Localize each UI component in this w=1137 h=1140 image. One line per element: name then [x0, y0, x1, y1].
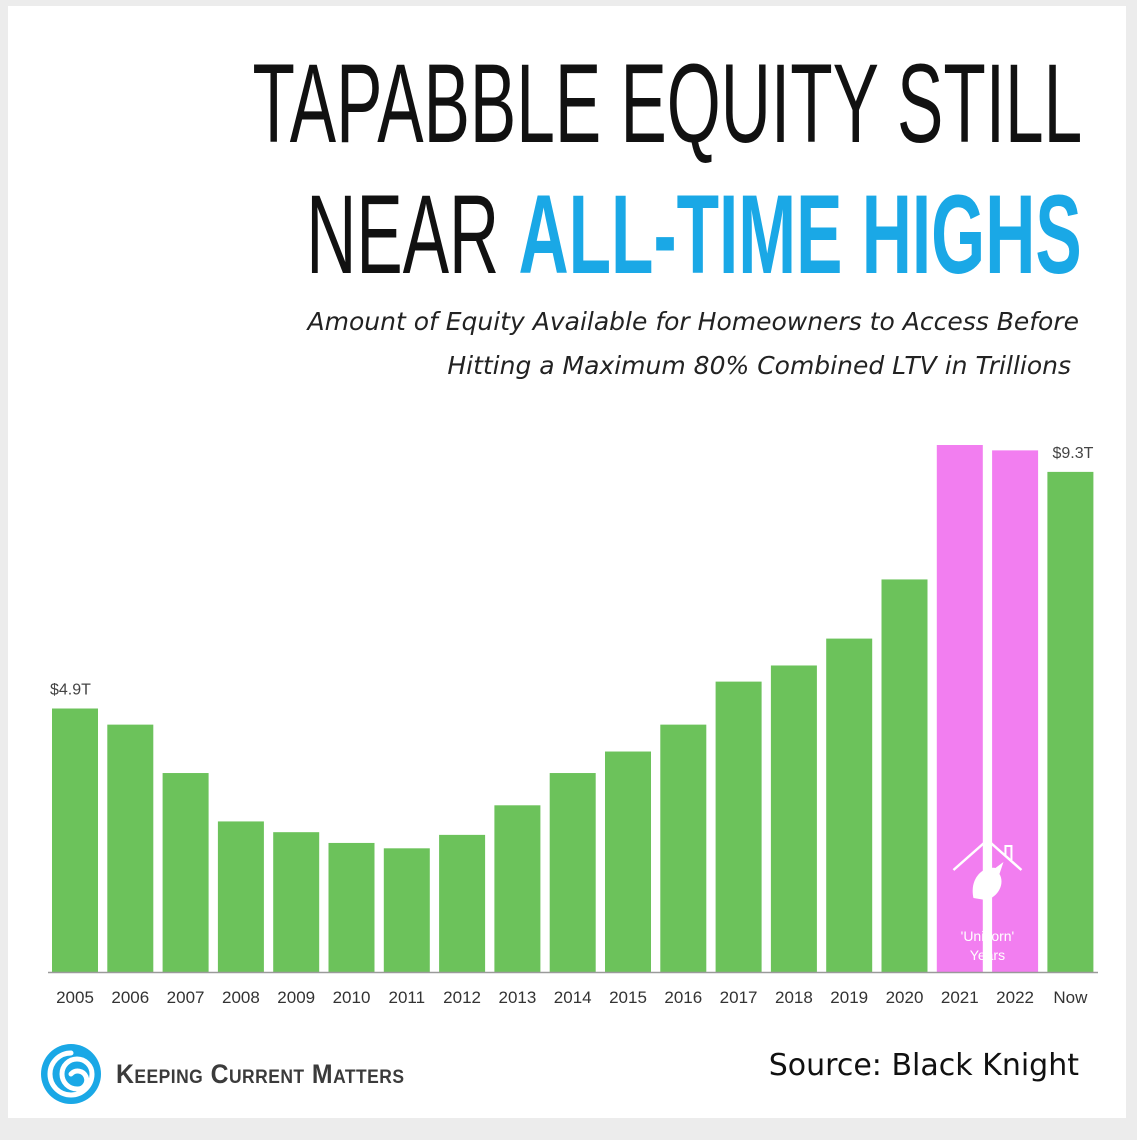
subtitle-line1: Amount of Equity Available for Homeowner… [307, 307, 1079, 336]
data-label: $9.3T [1052, 445, 1093, 462]
x-tick-label: 2012 [443, 988, 481, 1007]
x-tick-label: Now [1053, 988, 1088, 1007]
x-tick-label: 2018 [775, 988, 813, 1007]
title-prefix: NEAR [306, 172, 519, 297]
bar-2014 [549, 773, 596, 972]
bar-2010 [328, 842, 375, 972]
subtitle-line2: Hitting a Maximum 80% Combined LTV in Tr… [447, 351, 1071, 380]
bar-2017 [715, 681, 762, 972]
bar-2009 [273, 832, 320, 972]
bar-2007 [162, 773, 209, 972]
bar-2011 [383, 848, 430, 972]
bar-2022 [992, 450, 1039, 972]
source-credit: Source: Black Knight [768, 1048, 1079, 1083]
unicorn-house-icon [952, 838, 1023, 900]
x-tick-label: 2006 [111, 988, 149, 1007]
page-title-line1: TAPABBLE EQUITY STILL [252, 41, 1082, 166]
bar-2008 [217, 821, 264, 972]
x-tick-label: 2014 [554, 988, 592, 1007]
x-tick-label: 2013 [498, 988, 536, 1007]
highlight-annotation: Years [970, 947, 1005, 963]
bar-2012 [439, 834, 486, 972]
page-title-line2: NEAR ALL-TIME HIGHS [307, 175, 1082, 295]
bar-2018 [770, 665, 817, 972]
x-tick-label: 2009 [277, 988, 315, 1007]
x-tick-label: 2022 [996, 988, 1034, 1007]
bar-2020 [881, 579, 928, 972]
x-tick-label: 2008 [222, 988, 260, 1007]
x-tick-label: 2005 [56, 988, 94, 1007]
bar-2006 [107, 724, 154, 972]
bar-2013 [494, 805, 541, 972]
x-tick-label: 2017 [720, 988, 758, 1007]
x-tick-label: 2011 [389, 988, 426, 1007]
bar-2005 [52, 708, 98, 972]
x-tick-label: 2007 [167, 988, 205, 1007]
brand-logo: Keeping Current Matters [40, 1043, 430, 1105]
x-tick-label: 2019 [830, 988, 868, 1007]
x-tick-label: 2020 [886, 988, 924, 1007]
x-tick-label: 2021 [941, 988, 979, 1007]
x-tick-label: 2015 [609, 988, 647, 1007]
title-highlight: ALL-TIME HIGHS [518, 172, 1082, 297]
x-tick-label: 2010 [333, 988, 371, 1007]
bar-2015 [605, 751, 651, 972]
bar-Now [1047, 471, 1094, 972]
data-label: $4.9T [50, 682, 91, 699]
x-tick-label: 2016 [664, 988, 702, 1007]
bar-2019 [826, 638, 873, 972]
brand-name: Keeping Current Matters [116, 1058, 405, 1089]
highlight-annotation: 'Unicorn' [961, 928, 1015, 944]
swirl-logo-icon [41, 1044, 101, 1104]
bar-2016 [660, 724, 707, 972]
